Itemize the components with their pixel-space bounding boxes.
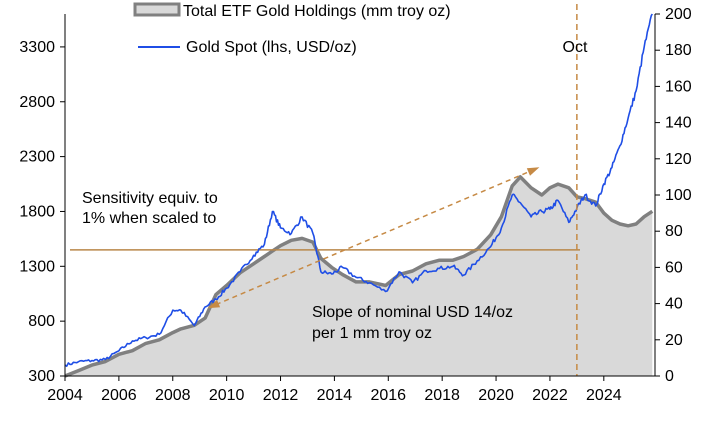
event-marker-label: Oct xyxy=(563,39,588,56)
trend-arrow-line xyxy=(215,170,532,306)
right-axis-tick-label: 0 xyxy=(665,368,674,385)
legend-swatch-etf-holdings xyxy=(133,2,181,17)
right-axis-tick-label: 100 xyxy=(665,187,692,204)
slope-annotation-line1: Slope of nominal USD 14/oz xyxy=(312,304,513,321)
left-axis-tick-label: 300 xyxy=(28,368,55,385)
legend-label-gold-spot: Gold Spot (lhs, USD/oz) xyxy=(186,39,357,56)
etf-holdings-area-layer xyxy=(64,175,654,378)
trend-arrow-head-end xyxy=(526,167,540,176)
x-axis-tick-label: 2020 xyxy=(478,387,514,404)
left-axis-tick-label: 1800 xyxy=(19,203,55,220)
right-axis-tick-label: 80 xyxy=(665,223,683,240)
left-axis-tick-label: 3300 xyxy=(19,39,55,56)
x-axis-tick-label: 2016 xyxy=(370,387,406,404)
left-axis-tick-label: 2300 xyxy=(19,149,55,166)
x-axis-tick-label: 2014 xyxy=(317,387,353,404)
sensitivity-annotation-line1: Sensitivity equiv. to xyxy=(82,190,218,207)
slope-annotation-line2: per 1 mm troy oz xyxy=(312,325,432,342)
left-axis-tick-label: 2800 xyxy=(19,94,55,111)
right-axis-tick-label: 40 xyxy=(665,296,683,313)
x-axis-tick-label: 2004 xyxy=(47,387,83,404)
x-axis-tick-label: 2022 xyxy=(532,387,568,404)
x-axis-tick-label: 2010 xyxy=(209,387,245,404)
gold-spot-line-layer xyxy=(64,13,653,367)
x-axis-tick-label: 2006 xyxy=(101,387,137,404)
legend-label-etf-holdings: Total ETF Gold Holdings (mm troy oz) xyxy=(183,3,451,20)
axes-layer: 300 800 1300 1800 2300 2800 3300 0 20 40 60 80 100 12… xyxy=(19,6,691,404)
left-axis-tick-label: 1300 xyxy=(19,258,55,275)
legend: Total ETF Gold Holdings (mm troy oz) Gol… xyxy=(133,2,451,56)
right-axis-tick-label: 180 xyxy=(665,42,692,59)
gold-spot-line xyxy=(64,13,653,367)
trend-arrow-layer xyxy=(207,167,540,309)
x-axis-tick-label: 2008 xyxy=(155,387,191,404)
left-axis-tick-label: 800 xyxy=(28,313,55,330)
x-axis-tick-label: 2018 xyxy=(424,387,460,404)
right-axis-tick-label: 60 xyxy=(665,259,683,276)
trend-arrow-head-start xyxy=(207,299,221,309)
right-axis-tick-label: 200 xyxy=(665,6,692,23)
right-axis-tick-label: 20 xyxy=(665,332,683,349)
right-axis-tick-label: 160 xyxy=(665,78,692,95)
sensitivity-annotation-line2: 1% when scaled to xyxy=(82,210,216,227)
x-axis-tick-label: 2012 xyxy=(263,387,299,404)
right-axis-tick-label: 140 xyxy=(665,115,692,132)
right-axis-tick-label: 120 xyxy=(665,151,692,168)
etf-holdings-area xyxy=(65,176,653,376)
x-axis-tick-label: 2024 xyxy=(586,387,622,404)
etf-holdings-line xyxy=(64,175,654,378)
